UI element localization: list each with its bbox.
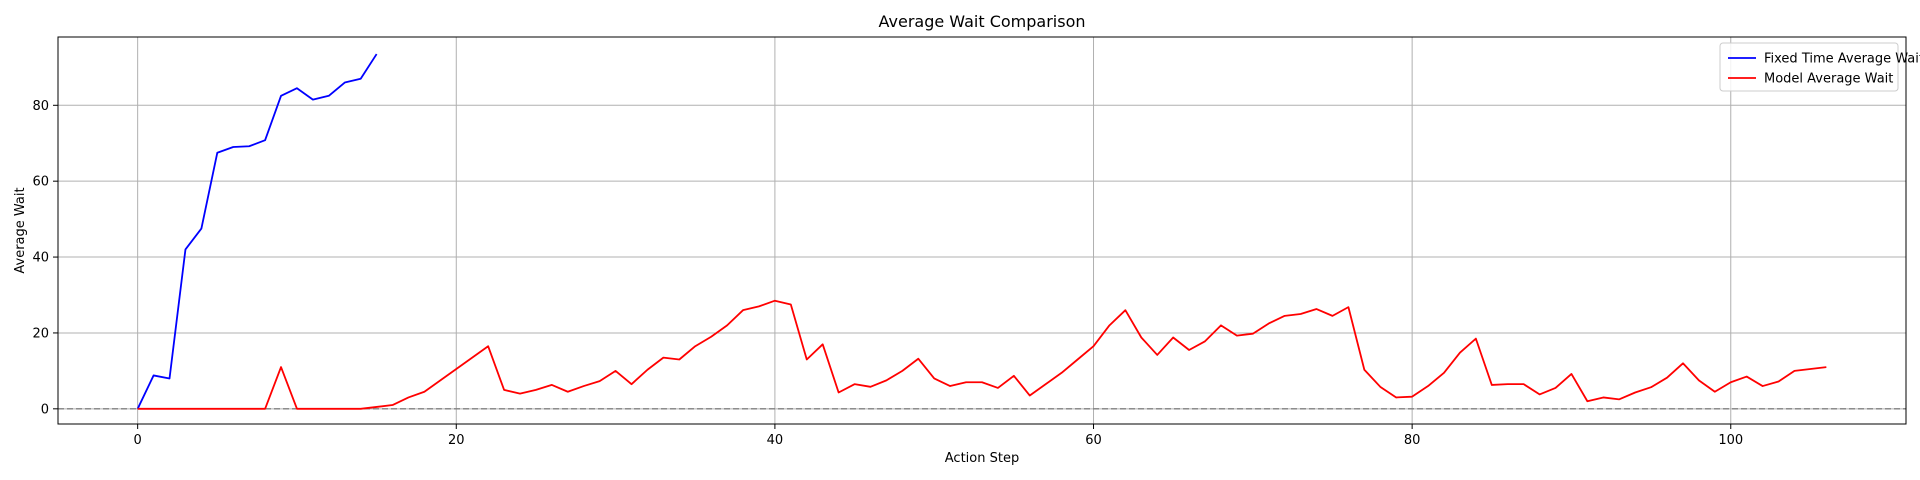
x-tick-label: 40 [767, 433, 784, 448]
x-tick-label: 100 [1718, 433, 1743, 448]
y-tick-label: 80 [32, 99, 49, 114]
legend-label-0: Fixed Time Average Wait [1764, 52, 1920, 67]
x-tick-label: 60 [1085, 433, 1102, 448]
x-tick-label: 20 [448, 433, 465, 448]
x-tick-label: 0 [134, 433, 142, 448]
y-axis-label: Average Wait [13, 187, 28, 273]
legend: Fixed Time Average Wait Model Average Wai… [1719, 42, 1920, 92]
grid-lines [58, 37, 1906, 424]
plot-area-frame [57, 36, 1907, 425]
y-tick-label: 40 [32, 251, 49, 266]
series-line-0 [136, 53, 378, 410]
y-tick-label: 20 [32, 326, 49, 341]
x-tick-label: 80 [1404, 433, 1421, 448]
series-line-1 [137, 299, 1827, 410]
chart-title: Average Wait Comparison [879, 12, 1086, 31]
y-tick-label: 60 [32, 175, 49, 190]
legend-box [1719, 42, 1899, 92]
series-lines [136, 53, 1827, 410]
axis-ticks: 0 20 40 60 80 100 0 20 40 60 80 [32, 99, 1743, 448]
y-tick-label: 0 [41, 402, 49, 417]
legend-label-1: Model Average Wait [1764, 72, 1893, 87]
x-axis-label: Action Step [945, 451, 1019, 466]
